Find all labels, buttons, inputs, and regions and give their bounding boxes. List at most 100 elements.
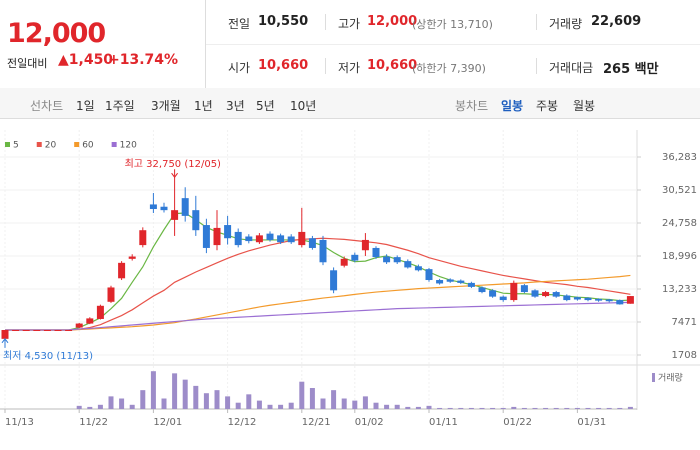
candle-body bbox=[383, 256, 391, 263]
annotation: 최고 32,750 (12/05) bbox=[125, 158, 221, 170]
volume-bar bbox=[150, 371, 156, 409]
candle-body bbox=[446, 279, 454, 282]
candle-body bbox=[139, 230, 147, 246]
candle-body bbox=[298, 231, 306, 246]
summary-value: 10,550 bbox=[258, 14, 309, 29]
line-tab[interactable]: 3년 bbox=[226, 99, 245, 113]
line-tab[interactable]: 10년 bbox=[290, 99, 317, 113]
ma-line bbox=[5, 274, 631, 331]
line-tab[interactable]: 5년 bbox=[256, 99, 275, 113]
volume-bar bbox=[320, 398, 326, 409]
volume-bar bbox=[309, 388, 315, 409]
candle-body bbox=[43, 330, 51, 332]
tab-group-label: 봉차트 bbox=[455, 99, 489, 113]
candle-body bbox=[192, 210, 200, 231]
legend-swatch bbox=[111, 142, 117, 147]
volume-bar bbox=[97, 404, 103, 409]
volume-bar bbox=[362, 396, 368, 409]
candle-body bbox=[563, 295, 571, 301]
volume-bar bbox=[585, 407, 591, 409]
legend-swatch bbox=[652, 373, 655, 382]
y-tick-label: 18,996 bbox=[662, 251, 697, 262]
candle-body bbox=[584, 297, 592, 301]
y-tick-label: 30,521 bbox=[662, 185, 697, 196]
x-tick-label: 01/31 bbox=[577, 417, 606, 428]
candle-body bbox=[404, 261, 412, 268]
line-tab[interactable]: 1년 bbox=[194, 99, 213, 113]
volume-bar bbox=[225, 396, 231, 409]
candle-body bbox=[542, 292, 550, 297]
x-tick-label: 12/01 bbox=[153, 417, 182, 428]
candle-body bbox=[573, 297, 581, 300]
candle-body bbox=[330, 270, 338, 291]
divider bbox=[325, 14, 326, 30]
candle-body bbox=[595, 298, 603, 301]
volume-bar bbox=[288, 402, 294, 409]
summary-label: 시가 bbox=[228, 61, 251, 75]
candle-tab[interactable]: 월봉 bbox=[573, 99, 596, 113]
volume-bar bbox=[490, 407, 496, 409]
tab-group-label: 선차트 bbox=[30, 99, 64, 113]
divider bbox=[536, 14, 537, 30]
candle-body bbox=[425, 269, 433, 281]
volume-bar bbox=[161, 398, 167, 409]
candle-tab[interactable]: 일봉 bbox=[501, 99, 524, 113]
volume-bar bbox=[352, 400, 358, 409]
legend-swatch bbox=[5, 142, 10, 147]
legend-label: 60 bbox=[82, 141, 94, 151]
candle-body bbox=[65, 330, 73, 332]
volume-bar bbox=[447, 407, 453, 409]
divider bbox=[206, 44, 700, 45]
candle-body bbox=[255, 235, 263, 243]
summary-value: 22,609 bbox=[591, 14, 642, 29]
change-label: 전일대비 bbox=[7, 57, 48, 70]
legend-swatch bbox=[36, 142, 42, 147]
volume-bar bbox=[606, 407, 612, 409]
volume-bar bbox=[596, 407, 602, 409]
volume-bar bbox=[468, 407, 474, 409]
candle-tab[interactable]: 주봉 bbox=[536, 99, 559, 113]
line-tab[interactable]: 3개월 bbox=[151, 99, 181, 113]
volume-bar bbox=[299, 381, 305, 409]
candle-body bbox=[245, 236, 253, 242]
summary-value: 265 백만 bbox=[603, 62, 659, 77]
candle-body bbox=[33, 330, 41, 332]
volume-bar bbox=[415, 406, 421, 409]
summary-label: 거래대금 bbox=[549, 61, 594, 75]
x-tick-label: 11/13 bbox=[5, 417, 34, 428]
summary-value: 12,000 bbox=[367, 14, 418, 29]
annotation: 최저 4,530 (11/13) bbox=[3, 350, 93, 362]
candle-body bbox=[277, 235, 285, 243]
candle-body bbox=[531, 290, 539, 297]
divider bbox=[205, 0, 206, 88]
candle-body bbox=[414, 266, 422, 271]
candle-body bbox=[96, 305, 104, 319]
line-tab[interactable]: 1주일 bbox=[105, 99, 135, 113]
volume-bar bbox=[564, 407, 570, 409]
volume-bar bbox=[256, 400, 262, 409]
x-tick-label: 01/22 bbox=[503, 417, 532, 428]
candle-body bbox=[552, 292, 560, 297]
candle-body bbox=[361, 239, 369, 251]
line-tab[interactable]: 1일 bbox=[76, 99, 95, 113]
candle-body bbox=[467, 282, 475, 287]
y-tick-label: 36,283 bbox=[662, 152, 697, 163]
volume-bar bbox=[108, 396, 114, 409]
tab-bar bbox=[0, 88, 700, 119]
candle-body bbox=[202, 225, 210, 248]
volume-bar bbox=[500, 407, 506, 409]
volume-bar bbox=[627, 406, 633, 409]
x-tick-label: 12/12 bbox=[228, 417, 257, 428]
volume-bar bbox=[341, 398, 347, 409]
y-tick-label: 7471 bbox=[672, 317, 697, 328]
summary-label: 고가 bbox=[338, 17, 361, 31]
volume-bar bbox=[140, 390, 146, 409]
candle-body bbox=[224, 225, 232, 239]
volume-bar bbox=[172, 373, 178, 409]
volume-bar bbox=[235, 402, 241, 409]
candle-body bbox=[128, 256, 136, 259]
volume-bar bbox=[394, 404, 400, 409]
candle-body bbox=[107, 287, 115, 302]
price: 12,000 bbox=[7, 18, 106, 49]
candle-body bbox=[340, 258, 348, 266]
